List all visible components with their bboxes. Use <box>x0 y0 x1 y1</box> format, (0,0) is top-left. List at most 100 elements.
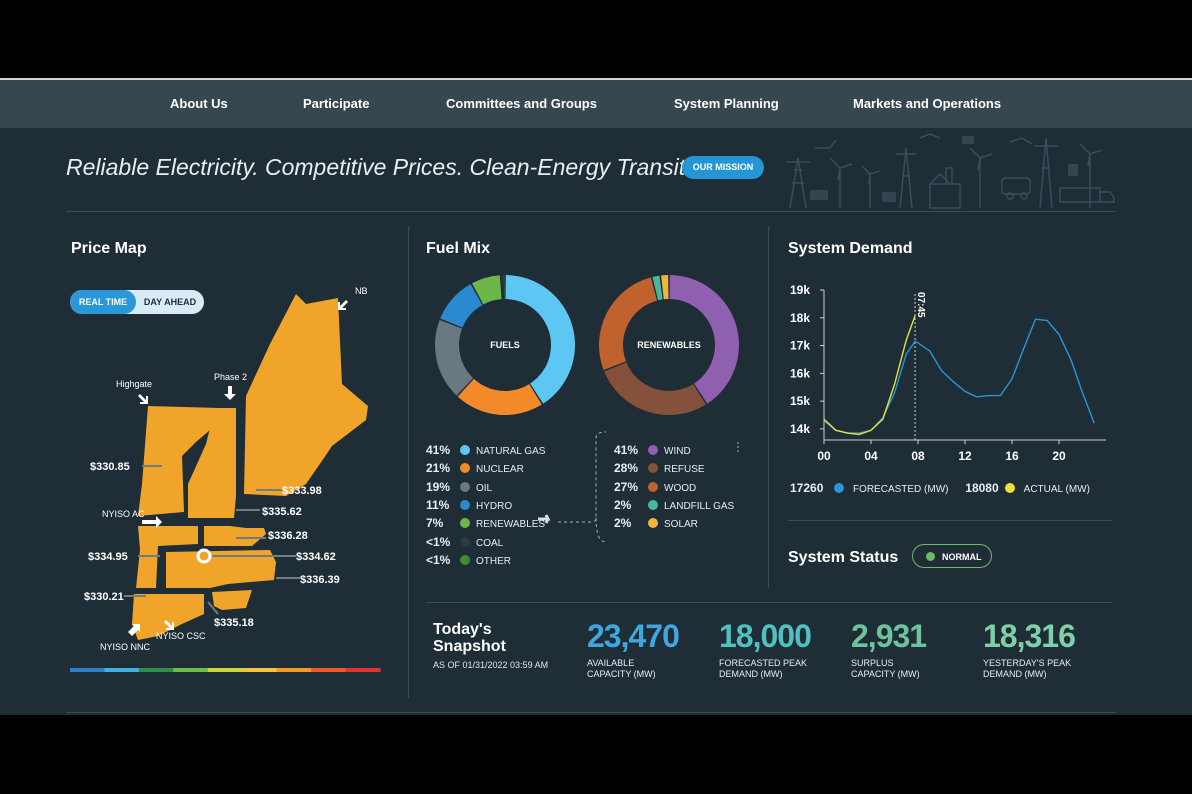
map-zone-ne-mass[interactable] <box>204 526 266 546</box>
available-capacity-value: 23,470 <box>587 618 680 654</box>
highgate-label: Highgate <box>116 379 152 389</box>
legend-row-wind[interactable]: 41% WIND <box>614 443 691 457</box>
status-divider <box>788 520 1112 521</box>
series-line-actual[interactable] <box>823 315 916 436</box>
x-tick-label: 20 <box>1052 449 1066 463</box>
legend-dot <box>460 518 470 529</box>
nav-about-us[interactable]: About Us <box>170 96 228 111</box>
price-ne-mass: $336.28 <box>268 530 308 542</box>
fuels-slice-nuclear[interactable] <box>457 378 542 415</box>
y-tick-label: 16k <box>790 366 810 380</box>
system-status-value: NORMAL <box>942 552 982 562</box>
y-tick-label: 17k <box>790 339 810 353</box>
nyiso-nnc-arrow-icon <box>128 624 140 636</box>
nav-system-planning[interactable]: System Planning <box>674 96 779 111</box>
price-wc-mass: $334.95 <box>88 551 128 563</box>
renewables-slice-wood[interactable] <box>599 277 658 370</box>
x-tick-label: 12 <box>958 449 972 463</box>
forecasted-peak-label: FORECASTED PEAK DEMAND (MW) <box>719 658 808 679</box>
price-vt: $330.85 <box>90 461 130 473</box>
energy-infrastructure-illustration <box>786 133 1115 209</box>
x-tick-label: 08 <box>911 449 925 463</box>
y-tick-label: 18k <box>790 311 810 325</box>
legend-row-natural-gas[interactable]: 41% NATURAL GAS <box>426 443 545 457</box>
scale-segment <box>104 668 140 672</box>
system-status-badge[interactable]: NORMAL <box>912 544 992 568</box>
map-zone-sema[interactable] <box>166 550 276 588</box>
legend-row-oil[interactable]: 19% OIL <box>426 480 492 494</box>
legend-dot <box>460 554 470 565</box>
nav-committees-and-groups[interactable]: Committees and Groups <box>446 96 597 111</box>
phase2-label: Phase 2 <box>214 372 247 382</box>
snapshot-as-of: AS OF 01/31/2022 03:59 AM <box>433 660 549 670</box>
y-tick-label: 14k <box>790 422 810 436</box>
price-ct: $330.21 <box>84 591 124 603</box>
legend-pct: 19% <box>426 479 451 494</box>
system-status-title: System Status <box>788 549 899 566</box>
day-ahead-toggle[interactable]: DAY AHEAD <box>143 297 197 307</box>
legend-pct: <1% <box>426 552 451 567</box>
scale-segment <box>276 668 312 672</box>
legend-pct: 27% <box>614 479 639 494</box>
legend-row-landfill-gas[interactable]: 2% LANDFILL GAS <box>614 498 734 512</box>
x-tick-label: 04 <box>864 449 878 463</box>
legend-row-hydro[interactable]: 11% HYDRO <box>426 498 512 512</box>
legend-pct: 2% <box>614 497 632 512</box>
fuels-slice-oil[interactable] <box>435 320 474 396</box>
map-zone-connecticut[interactable] <box>132 594 204 640</box>
main-nav: About Us Participate Committees and Grou… <box>0 80 1192 128</box>
nyiso-csc-label: NYISO CSC <box>156 631 206 641</box>
legend-row-nuclear[interactable]: 21% NUCLEAR <box>426 461 524 475</box>
legend-row-refuse[interactable]: 28% REFUSE <box>614 461 705 475</box>
map-zone-west-central-mass[interactable] <box>136 526 198 588</box>
legend-label: WIND <box>664 446 691 457</box>
real-time-toggle[interactable]: REAL TIME <box>70 290 136 314</box>
nav-markets-and-operations[interactable]: Markets and Operations <box>853 96 1002 111</box>
nav-participate[interactable]: Participate <box>303 96 370 111</box>
demand-legend: 17260 FORECASTED (MW) 18080 ACTUAL (MW) <box>790 481 1090 495</box>
system-demand-chart: 14k 15k 16k 17k 18k 19k 00 04 08 12 16 20 07:45 <box>790 283 1106 463</box>
legend-label: REFUSE <box>664 464 705 476</box>
legend-dot <box>648 481 658 492</box>
legend-row-solar[interactable]: 2% SOLAR <box>614 516 698 530</box>
price-me: $333.98 <box>282 485 322 497</box>
fuels-slice-natural-gas[interactable] <box>505 275 575 404</box>
series-line-forecasted[interactable] <box>823 318 1095 434</box>
fuels-slice-other[interactable] <box>503 275 505 300</box>
top-border <box>0 78 1192 80</box>
legend-label: COAL <box>476 537 504 549</box>
map-zone-rhode-island[interactable] <box>212 590 252 610</box>
legend-row-other[interactable]: <1% OTHER <box>426 553 511 567</box>
legend-row-wood[interactable]: 27% WOOD <box>614 480 696 494</box>
legend-dot <box>648 518 658 529</box>
forecast-legend-dot <box>834 483 845 493</box>
map-zone-new-hampshire[interactable] <box>188 408 236 518</box>
legend-label: OIL <box>476 482 493 494</box>
fuels-slice-coal[interactable] <box>501 275 504 300</box>
map-zone-maine[interactable] <box>244 294 368 496</box>
our-mission-button[interactable]: OUR MISSION <box>682 156 764 179</box>
fuels-slice-renewables[interactable] <box>472 275 502 305</box>
legend-row-renewables[interactable]: 7% RENEWABLES <box>426 516 545 530</box>
forecasted-peak-value: 18,000 <box>719 618 812 654</box>
renewables-donut-chart: RENEWABLES <box>599 275 739 415</box>
x-tick-label: 00 <box>817 449 831 463</box>
surplus-capacity-value: 2,931 <box>851 618 927 654</box>
legend-row-coal[interactable]: <1% COAL <box>426 535 503 549</box>
scale-segment <box>242 668 278 672</box>
renewables-slice-landfill-gas[interactable] <box>652 275 663 301</box>
snapshot-title-line1: Today's <box>433 621 492 638</box>
scale-segment <box>70 668 105 672</box>
legend-label: LANDFILL GAS <box>664 500 735 512</box>
fuels-slice-hydro[interactable] <box>440 284 483 328</box>
legend-label: NUCLEAR <box>476 464 524 476</box>
map-zone-vermont[interactable] <box>138 406 220 516</box>
renewables-slice-refuse[interactable] <box>604 362 706 415</box>
hub-marker[interactable] <box>196 548 212 564</box>
renewables-slice-solar[interactable] <box>661 275 669 300</box>
tagline: Reliable Electricity. Competitive Prices… <box>66 154 723 180</box>
highgate-arrow-icon <box>138 394 148 404</box>
scale-segment <box>207 668 243 672</box>
renewables-slice-wind[interactable] <box>669 275 739 404</box>
yesterdays-peak-value: 18,316 <box>983 618 1076 654</box>
